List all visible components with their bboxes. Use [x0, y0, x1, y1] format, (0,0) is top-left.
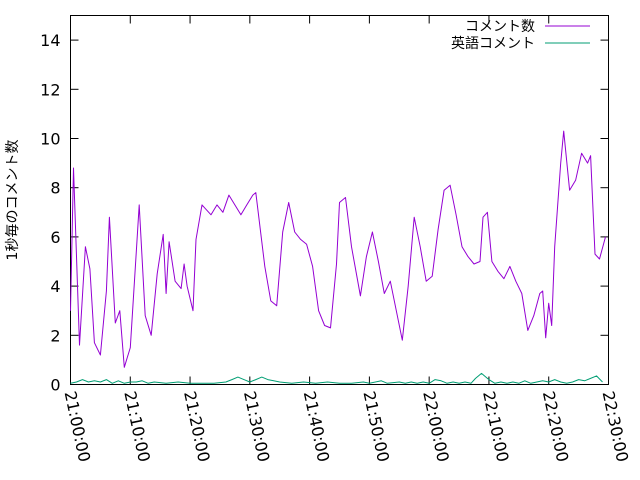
x-tick-label: 21:20:00 [180, 389, 214, 463]
legend-label-1: コメント数 [465, 19, 535, 35]
y-tick-label: 6 [50, 228, 60, 247]
y-tick-label: 12 [40, 80, 60, 99]
x-axis: 21:00:00 21:10:00 21:20:00 21:30:00 21:40:00… [61, 15, 633, 464]
y-axis: 0 2 4 6 8 10 12 14 [40, 31, 609, 395]
plot-frame [70, 15, 609, 385]
x-tick-label: 22:10:00 [479, 389, 513, 463]
y-tick-label: 4 [50, 277, 60, 296]
y-tick-label: 2 [50, 326, 60, 345]
series-line-1 [70, 130, 606, 368]
x-tick-label: 21:10:00 [120, 389, 154, 463]
y-tick-label: 14 [40, 31, 60, 50]
series-line-2 [70, 372, 603, 384]
series-group [70, 130, 606, 384]
x-tick-label: 21:30:00 [240, 389, 274, 463]
x-tick-label: 21:50:00 [359, 389, 393, 463]
y-tick-label: 10 [40, 130, 60, 149]
x-tick-label: 21:00:00 [61, 389, 95, 463]
x-tick-label: 22:30:00 [599, 389, 633, 463]
x-tick-label: 21:40:00 [300, 389, 334, 463]
x-tick-label: 22:20:00 [539, 389, 573, 463]
x-tick-label: 22:00:00 [419, 389, 453, 463]
legend-label-2: 英語コメント [451, 35, 535, 52]
y-tick-label: 8 [50, 179, 60, 198]
y-tick-label: 0 [50, 376, 60, 395]
y-axis-title: 1秒毎のコメント数 [5, 140, 21, 261]
